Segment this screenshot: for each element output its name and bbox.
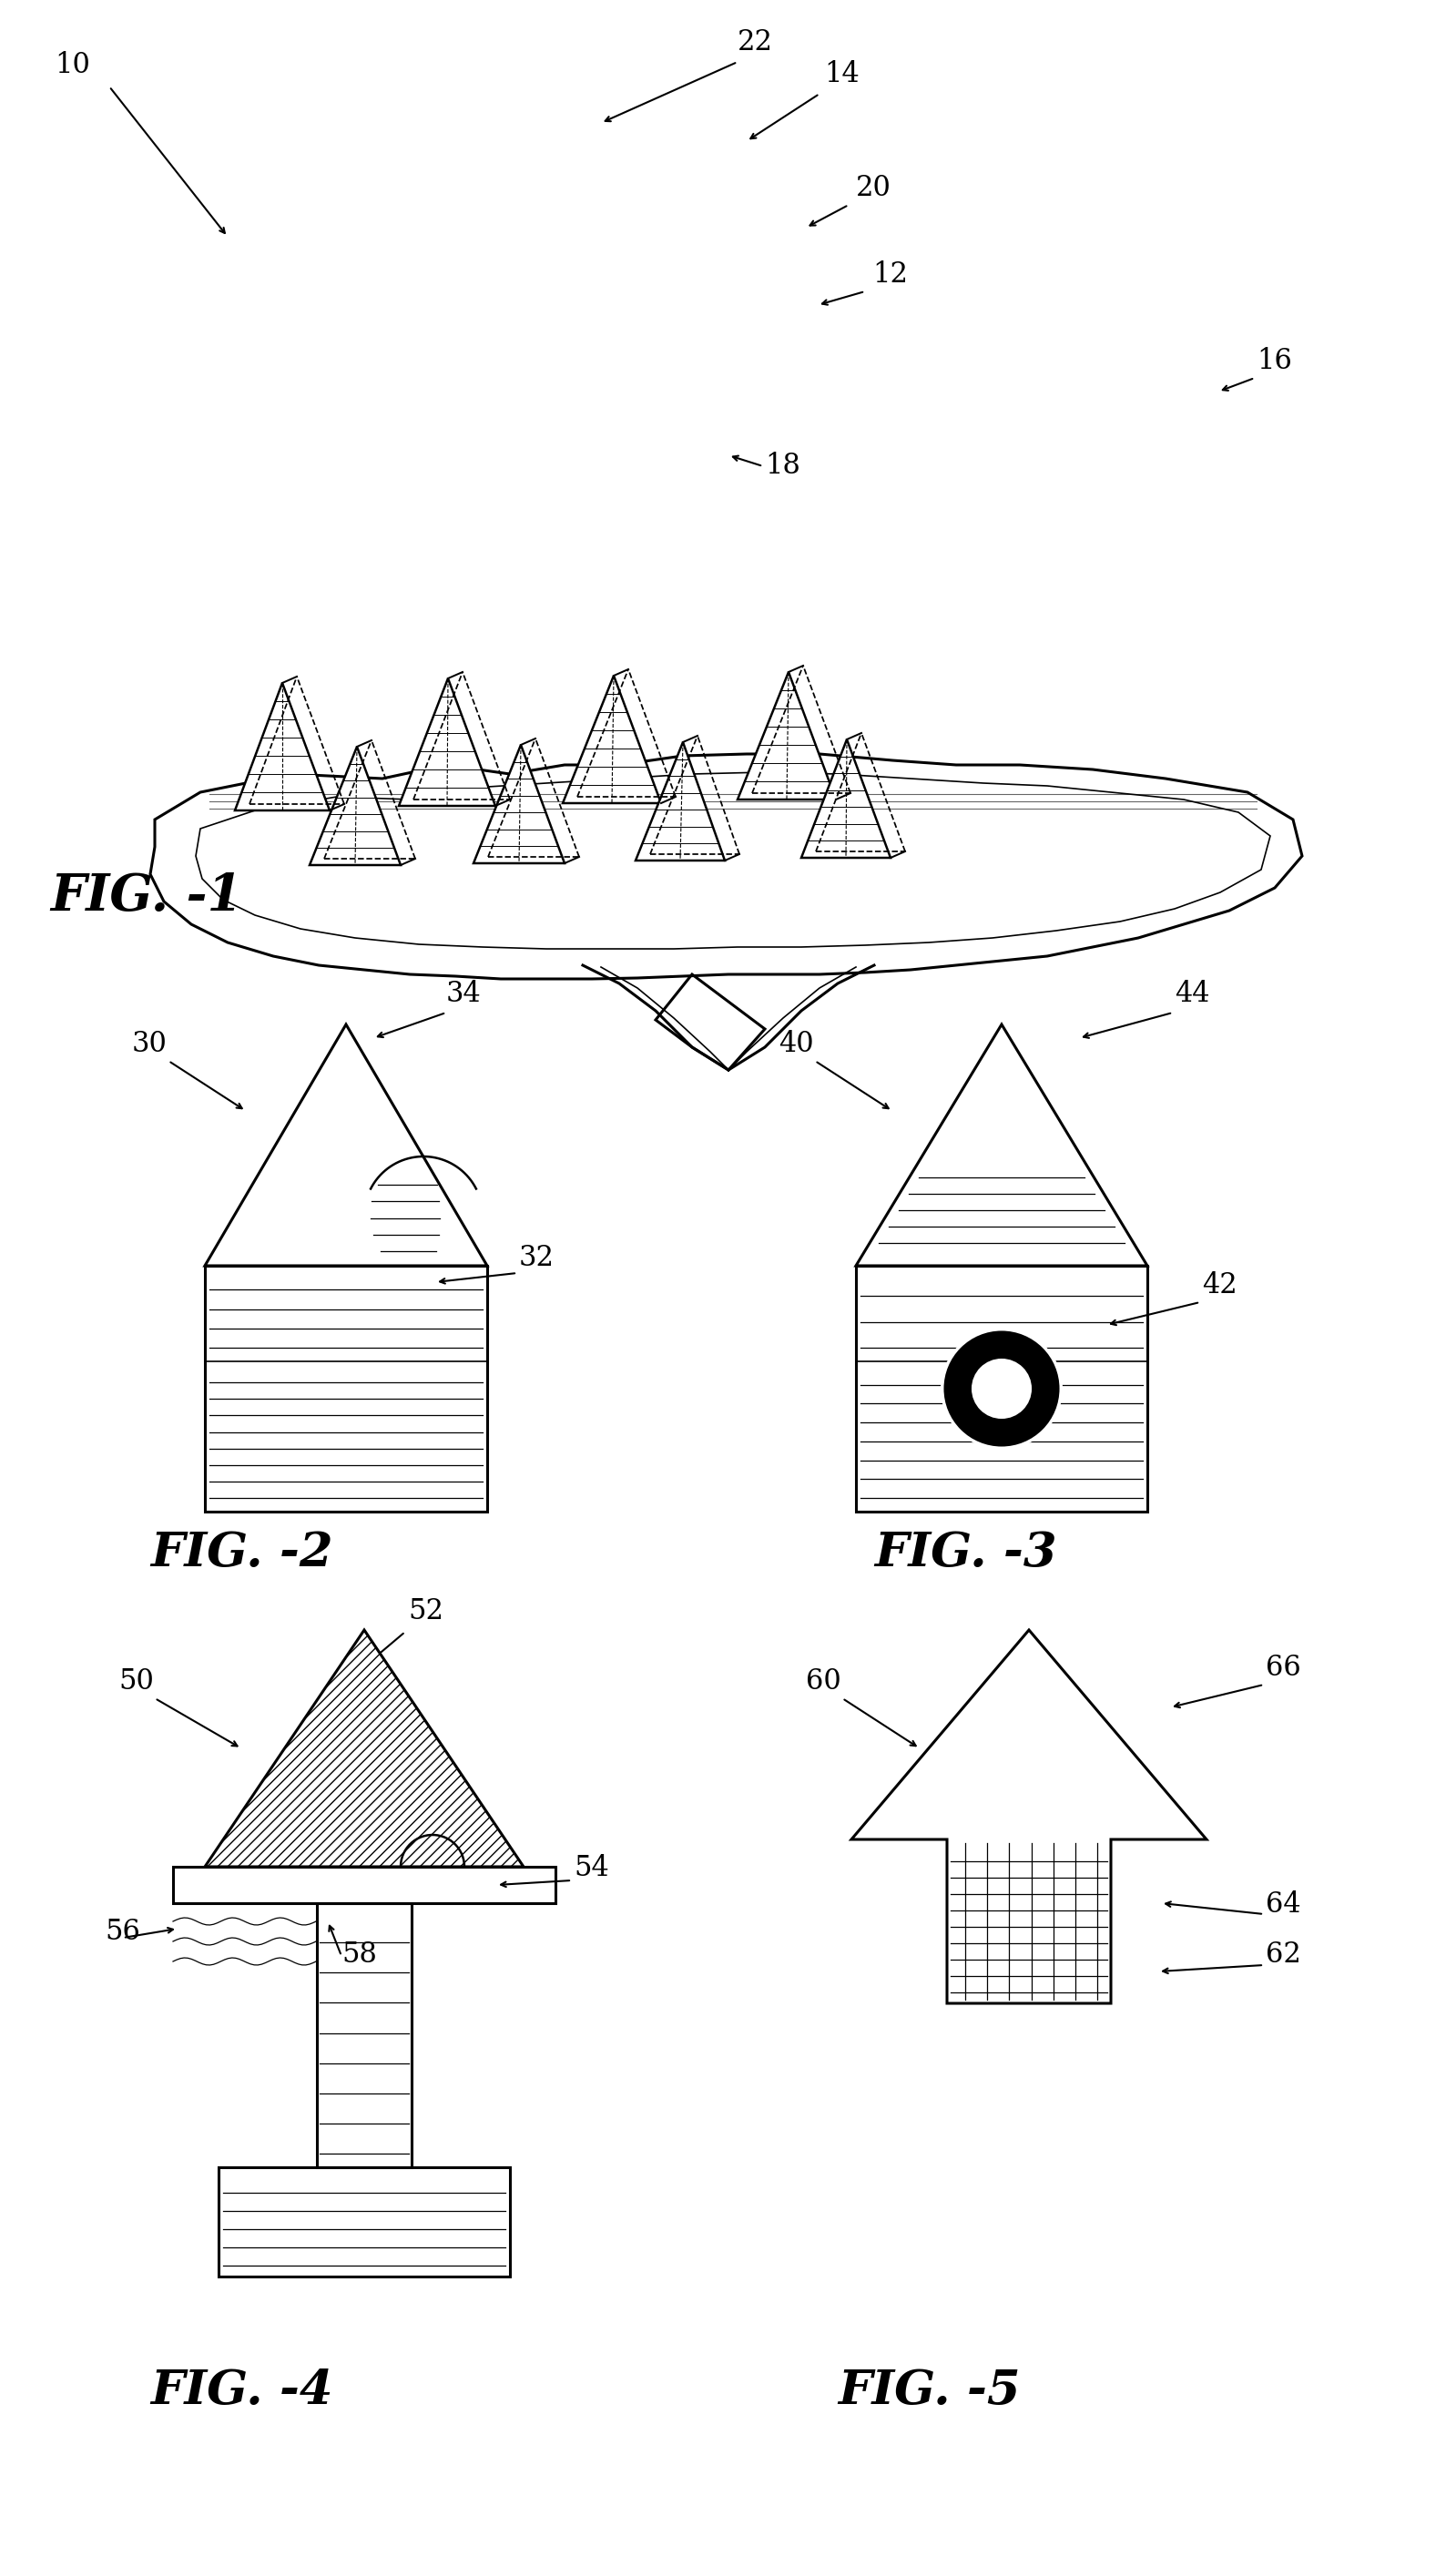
- Text: FIG. -4: FIG. -4: [150, 2367, 333, 2413]
- Text: 64: 64: [1265, 1889, 1300, 1918]
- Text: 18: 18: [764, 452, 801, 480]
- Circle shape: [945, 1332, 1059, 1445]
- Polygon shape: [205, 1630, 524, 1866]
- Text: 42: 42: [1203, 1271, 1238, 1299]
- Bar: [205, 1266, 488, 1512]
- Text: 34: 34: [446, 981, 482, 1009]
- Text: FIG. -2: FIG. -2: [150, 1530, 333, 1576]
- Polygon shape: [473, 744, 565, 863]
- Text: 30: 30: [132, 1029, 167, 1058]
- Polygon shape: [399, 678, 495, 806]
- Text: FIG. -5: FIG. -5: [837, 2367, 1021, 2413]
- Text: 10: 10: [55, 51, 90, 80]
- Text: 14: 14: [824, 59, 859, 87]
- Text: 32: 32: [518, 1245, 555, 1273]
- Circle shape: [973, 1361, 1031, 1417]
- Text: 22: 22: [738, 28, 773, 56]
- Text: 12: 12: [872, 259, 909, 288]
- Bar: [856, 1266, 1147, 1512]
- Polygon shape: [234, 683, 329, 811]
- Text: 62: 62: [1265, 1941, 1302, 1969]
- Circle shape: [941, 1327, 1063, 1450]
- Text: 56: 56: [105, 1918, 140, 1946]
- Text: 52: 52: [408, 1597, 444, 1625]
- Text: 44: 44: [1175, 981, 1210, 1009]
- Text: FIG. -1: FIG. -1: [50, 870, 242, 922]
- Text: 60: 60: [805, 1669, 842, 1697]
- Bar: [317, 1902, 412, 2167]
- Polygon shape: [310, 747, 400, 865]
- Text: 66: 66: [1265, 1653, 1302, 1681]
- Bar: [218, 2167, 510, 2277]
- Text: 40: 40: [779, 1029, 814, 1058]
- Polygon shape: [562, 675, 661, 803]
- Text: 58: 58: [342, 1941, 377, 1969]
- Text: 16: 16: [1257, 347, 1291, 375]
- Polygon shape: [801, 739, 891, 857]
- Text: 54: 54: [574, 1853, 609, 1882]
- Text: FIG. -3: FIG. -3: [874, 1530, 1057, 1576]
- Text: 50: 50: [118, 1669, 154, 1697]
- Polygon shape: [738, 673, 836, 798]
- Text: 20: 20: [856, 175, 891, 203]
- Bar: [173, 1866, 555, 1902]
- Polygon shape: [636, 742, 725, 860]
